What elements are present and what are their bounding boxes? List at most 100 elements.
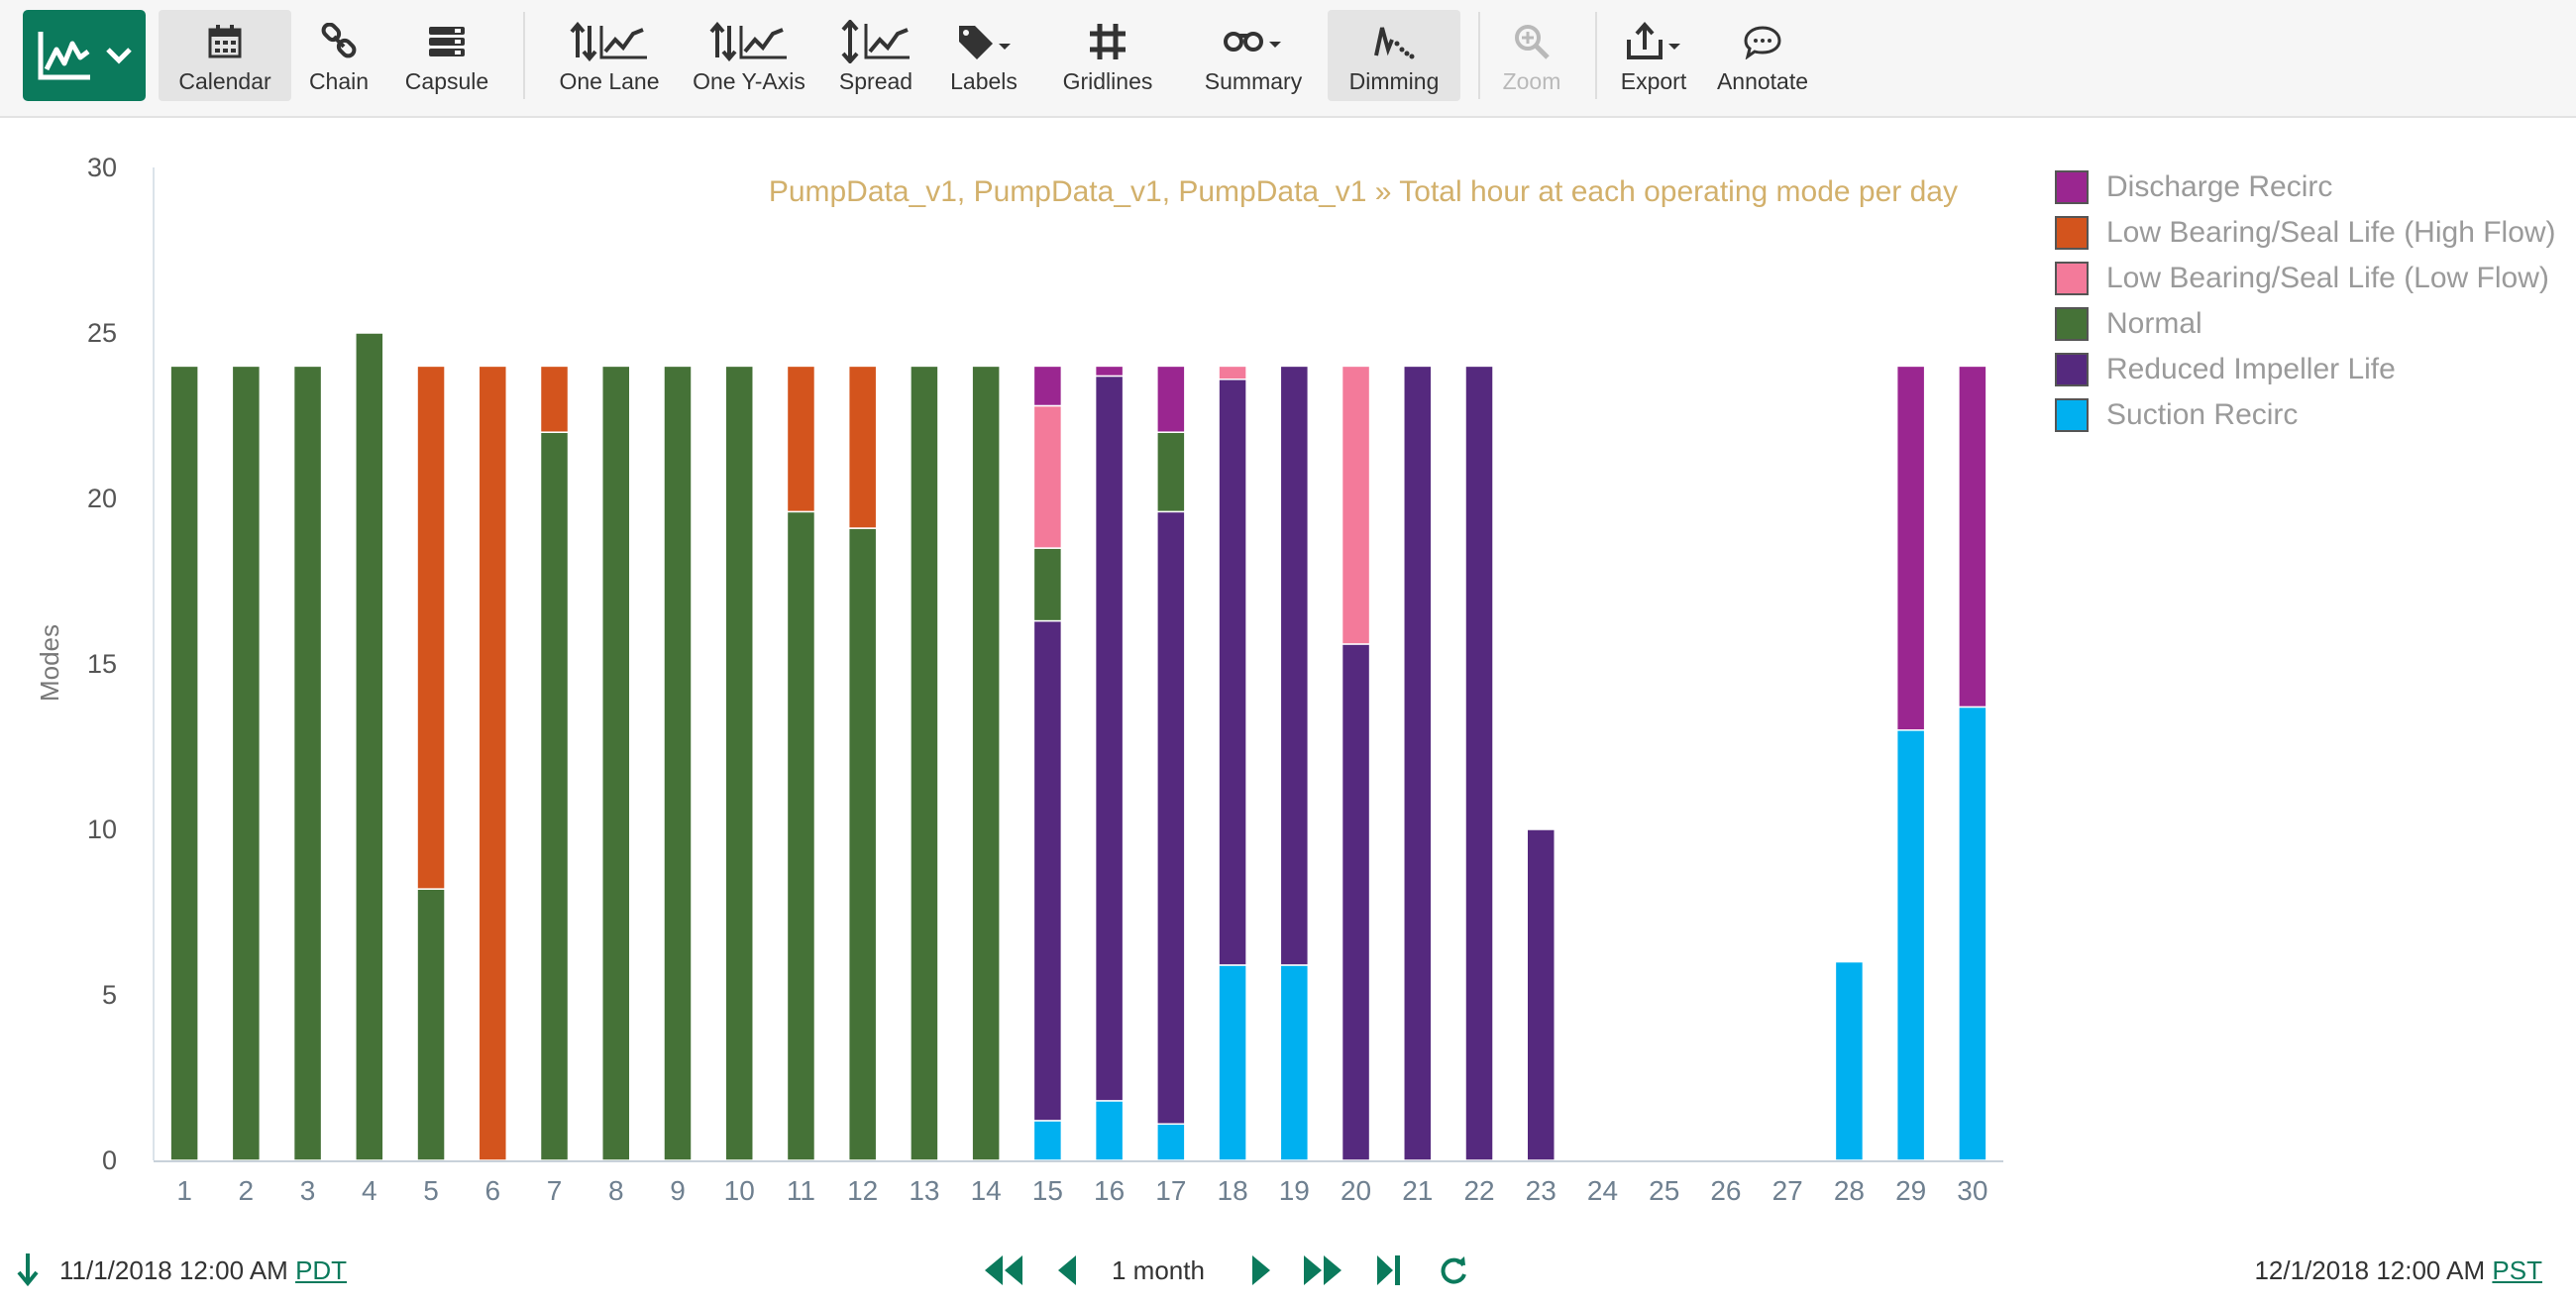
zoom-icon [1515,25,1550,59]
bar-segment[interactable] [971,365,1001,1161]
bar-segment[interactable] [1032,619,1063,1122]
calendar-icon [208,25,242,58]
bar-segment[interactable] [786,510,816,1161]
legend-label: Reduced Impeller Life [2106,353,2396,385]
calendar-button[interactable]: Calendar [159,10,291,101]
legend-item[interactable]: Low Bearing/Seal Life (Low Flow) [2055,256,2556,301]
bar-segment[interactable] [600,365,631,1161]
step-forward-far-icon[interactable] [1302,1253,1343,1287]
legend-item[interactable]: Normal [2055,301,2556,347]
export-button[interactable]: Export [1611,10,1696,101]
bar-segment[interactable] [1032,365,1063,407]
legend-label: Discharge Recirc [2106,170,2333,203]
bar-segment[interactable] [1156,431,1186,513]
bar-segment[interactable] [1032,547,1063,622]
bar-segment[interactable] [1032,404,1063,549]
chevron-down-icon [106,48,132,64]
labels-icon [959,26,1011,59]
legend: Discharge Recirc Low Bearing/Seal Life (H… [2055,164,2556,438]
bar-segment[interactable] [1341,365,1371,645]
bar-segment[interactable] [1218,379,1247,966]
step-forward-icon[interactable] [1250,1253,1272,1287]
duration-display[interactable]: 1 month [1112,1255,1205,1285]
bar-segment[interactable] [1156,365,1186,433]
spread-button[interactable]: Spread [830,10,921,101]
gridlines-label: Gridlines [1062,68,1153,94]
x-tick-label: 5 [423,1175,439,1206]
export-icon [1627,22,1680,59]
bar-segment[interactable] [292,365,323,1161]
bar-segment[interactable] [847,365,878,529]
bar-segment[interactable] [355,332,384,1161]
step-back-far-icon[interactable] [983,1253,1024,1287]
bar-segment[interactable] [1464,365,1494,1161]
legend-item[interactable]: Low Bearing/Seal Life (High Flow) [2055,210,2556,256]
legend-item[interactable]: Suction Recirc [2055,392,2556,438]
summary-button[interactable]: Summary [1189,10,1318,101]
legend-item[interactable]: Reduced Impeller Life [2055,347,2556,392]
end-date[interactable]: 12/1/2018 12:00 AM PST [2254,1255,2542,1286]
skip-to-end-icon[interactable] [1375,1253,1403,1287]
bar-segment[interactable] [416,888,446,1161]
summary-label: Summary [1204,68,1303,94]
bar-segment[interactable] [1834,960,1865,1161]
bar-segment[interactable] [1094,365,1125,378]
one-y-axis-button[interactable]: One Y-Axis [686,10,812,101]
bar-segment[interactable] [1218,964,1247,1161]
app-menu-button[interactable] [23,10,146,101]
start-timezone-link[interactable]: PDT [295,1255,348,1285]
dimming-icon [1374,27,1415,59]
chain-icon [321,23,357,58]
annotate-button[interactable]: Annotate [1708,10,1817,101]
zoom-button[interactable]: Zoom [1494,10,1569,101]
dimming-button[interactable]: Dimming [1328,10,1460,101]
bar-segment[interactable] [231,365,262,1161]
start-date-value: 11/1/2018 12:00 AM [59,1255,288,1285]
bar-segment[interactable] [1958,706,1987,1161]
x-tick-label: 15 [1032,1175,1063,1206]
legend-swatch [2055,170,2089,204]
bar-segment[interactable] [910,365,939,1161]
start-date[interactable]: 11/1/2018 12:00 AM PDT [59,1255,347,1286]
bar-segment[interactable] [539,365,570,433]
bar-segment[interactable] [1895,365,1926,731]
bar-segment[interactable] [416,365,446,890]
bar-segment[interactable] [478,365,508,1161]
bar-segment[interactable] [1094,1100,1125,1161]
bar-segment[interactable] [1218,365,1247,381]
end-date-value: 12/1/2018 12:00 AM [2254,1255,2486,1285]
toolbar: Calendar Chain Capsule One Lane [0,0,2576,118]
bar-segment[interactable] [1341,643,1371,1161]
bar-segment[interactable] [169,365,199,1161]
bar-segment[interactable] [1958,365,1987,708]
bar-segment[interactable] [1279,365,1310,966]
step-back-icon[interactable] [1056,1253,1078,1287]
bar-segment[interactable] [539,431,570,1161]
bar-segment[interactable] [1156,1123,1186,1161]
labels-button[interactable]: Labels [939,10,1028,101]
one-lane-button[interactable]: One Lane [547,10,672,101]
chain-button[interactable]: Chain [297,10,380,101]
spread-icon [841,20,910,63]
legend-item[interactable]: Discharge Recirc [2055,164,2556,210]
gridlines-button[interactable]: Gridlines [1048,10,1167,101]
x-tick-label: 28 [1834,1175,1865,1206]
bar-segment[interactable] [1526,828,1556,1161]
bar-segment[interactable] [1156,510,1186,1126]
bar-segment[interactable] [1279,964,1310,1161]
bar-segment[interactable] [1403,365,1433,1161]
x-tick-label: 2 [239,1175,255,1206]
refresh-icon[interactable] [1439,1254,1468,1286]
bar-segment[interactable] [663,365,693,1161]
capsule-button[interactable]: Capsule [394,10,499,101]
bar-segment[interactable] [786,365,816,513]
x-tick-label: 8 [608,1175,624,1206]
end-timezone-link[interactable]: PST [2492,1255,2542,1285]
bar-segment[interactable] [847,527,878,1161]
bar-segment[interactable] [1094,375,1125,1102]
bar-segment[interactable] [1032,1120,1063,1161]
arrow-down-icon[interactable] [16,1252,40,1287]
bar-segment[interactable] [1895,729,1926,1161]
bar-segment[interactable] [724,365,754,1161]
